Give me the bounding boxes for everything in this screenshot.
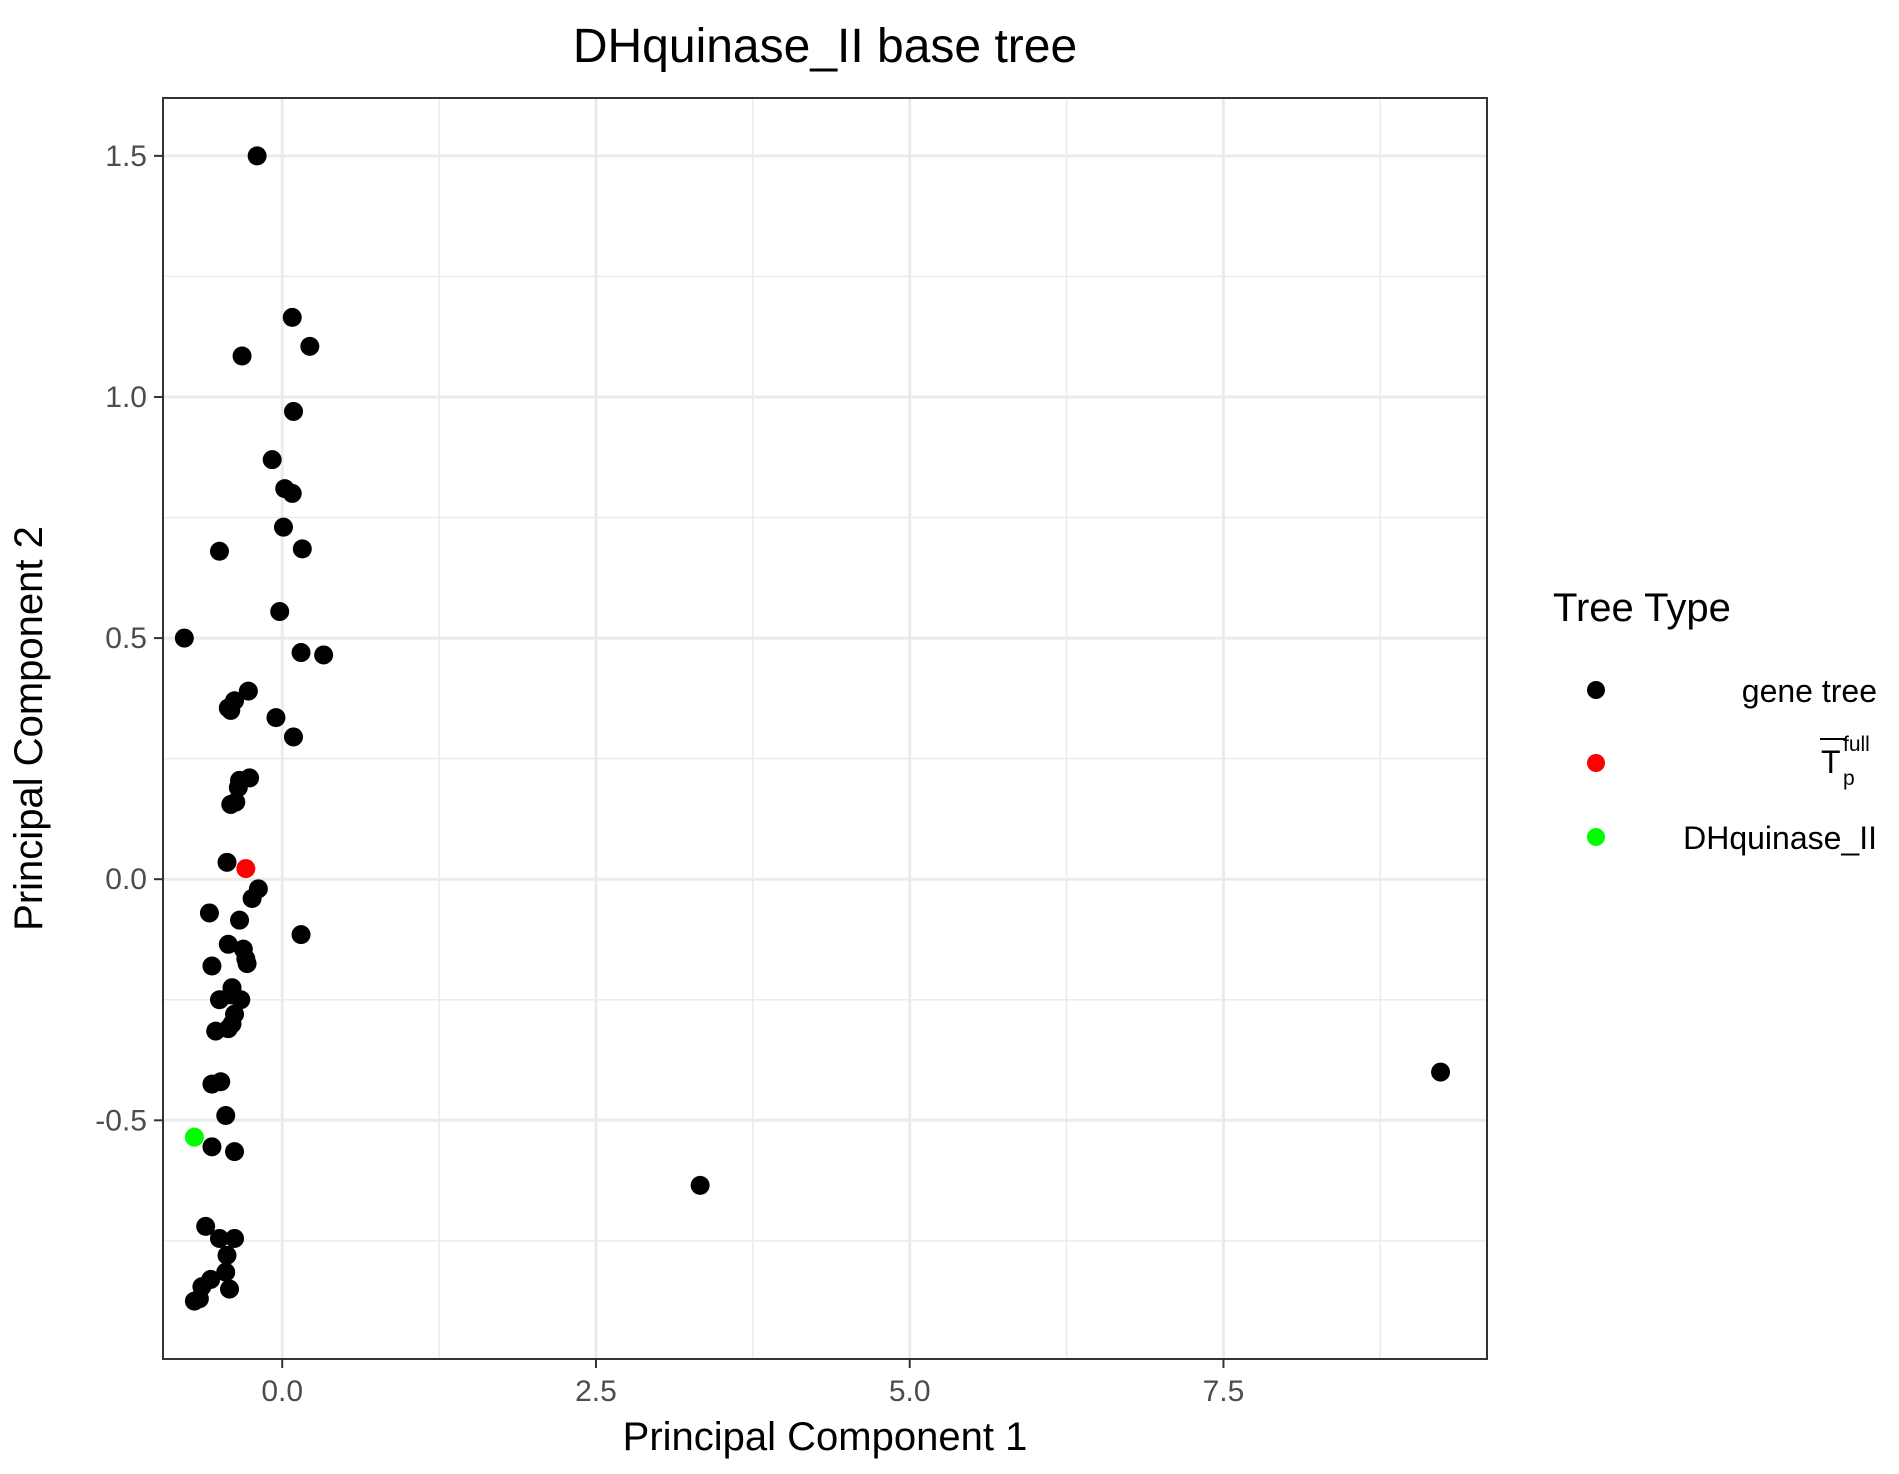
legend-label-t: T xyxy=(1821,744,1841,780)
y-tick-label: 0.5 xyxy=(105,622,147,655)
y-tick-label: 0.0 xyxy=(105,863,147,896)
legend-key-dhquinase-ii xyxy=(1587,828,1605,846)
data-point xyxy=(202,1137,222,1157)
legend-label-sup-full: full xyxy=(1843,733,1870,756)
data-points xyxy=(174,146,1451,1311)
major-gridlines xyxy=(163,98,1487,1359)
legend-label-dhquinase-ii: DHquinase_II xyxy=(1683,820,1877,856)
data-point xyxy=(216,1105,236,1125)
data-point xyxy=(199,903,219,923)
data-point xyxy=(184,1291,204,1311)
data-point xyxy=(266,708,286,728)
data-point xyxy=(247,146,267,166)
data-point xyxy=(262,450,282,470)
data-point xyxy=(282,483,302,503)
data-point xyxy=(225,1142,245,1162)
data-point xyxy=(242,888,262,908)
y-tick-label: 1.5 xyxy=(105,140,147,173)
x-axis-ticks: 0.0 2.5 5.0 7.5 xyxy=(261,1359,1244,1408)
legend-label-sub-p: p xyxy=(1843,767,1855,790)
legend-key-t-p-full xyxy=(1587,754,1605,772)
data-point xyxy=(225,1228,245,1248)
legend-label-gene-tree: gene tree xyxy=(1742,673,1877,709)
y-axis-ticks: -0.5 0.0 0.5 1.0 1.5 xyxy=(95,140,163,1137)
data-point xyxy=(209,1228,229,1248)
data-point xyxy=(217,852,237,872)
chart-title: DHquinase_II base tree xyxy=(573,20,1077,73)
data-point xyxy=(236,859,256,879)
data-point xyxy=(284,727,304,747)
data-point xyxy=(228,778,248,798)
data-point xyxy=(211,1072,231,1092)
legend-title: Tree Type xyxy=(1553,586,1731,630)
data-point xyxy=(237,954,257,974)
legend-key-gene-tree xyxy=(1587,681,1605,699)
data-point xyxy=(1431,1062,1451,1082)
data-point xyxy=(218,934,238,954)
data-point xyxy=(291,643,311,663)
x-axis-title: Principal Component 1 xyxy=(623,1415,1028,1459)
x-tick-label: 5.0 xyxy=(889,1375,931,1408)
data-point xyxy=(222,978,242,998)
data-point xyxy=(232,346,252,366)
data-point xyxy=(184,1127,204,1147)
data-point xyxy=(206,1021,226,1041)
data-point xyxy=(230,910,250,930)
legend-item-t-p-full: T full p xyxy=(1587,733,1870,790)
data-point xyxy=(314,645,334,665)
data-point xyxy=(284,401,304,421)
x-tick-label: 0.0 xyxy=(261,1375,303,1408)
data-point xyxy=(221,794,241,814)
data-point xyxy=(292,539,312,559)
data-point xyxy=(270,602,290,622)
x-tick-label: 2.5 xyxy=(575,1375,617,1408)
data-point xyxy=(238,681,258,701)
legend-item-dhquinase-ii: DHquinase_II xyxy=(1587,820,1877,856)
plot-panel-border xyxy=(162,97,1488,1360)
y-tick-label: 1.0 xyxy=(105,381,147,414)
minor-gridlines xyxy=(163,98,1487,1359)
data-point xyxy=(202,956,222,976)
data-point xyxy=(216,1262,236,1282)
legend-item-gene-tree: gene tree xyxy=(1587,673,1877,709)
data-point xyxy=(221,700,241,720)
data-point xyxy=(217,1245,237,1265)
data-point xyxy=(196,1216,216,1236)
data-point xyxy=(220,1279,240,1299)
data-point xyxy=(282,307,302,327)
x-tick-label: 7.5 xyxy=(1203,1375,1245,1408)
data-point xyxy=(690,1175,710,1195)
data-point xyxy=(273,517,293,537)
data-point xyxy=(174,628,194,648)
data-point xyxy=(300,336,320,356)
data-point xyxy=(209,541,229,561)
legend: Tree Type gene tree T full p DHquinase_I… xyxy=(1553,586,1877,856)
y-axis-title: Principal Component 2 xyxy=(7,526,51,931)
data-point xyxy=(291,925,311,945)
y-tick-label: -0.5 xyxy=(95,1104,147,1137)
